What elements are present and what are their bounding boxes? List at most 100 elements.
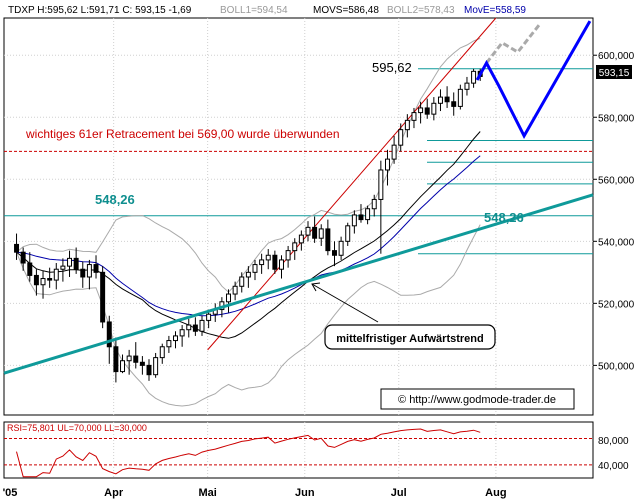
y-tick-label: 500,000 bbox=[598, 361, 634, 372]
level-548-left-label: 548,26 bbox=[95, 192, 135, 207]
x-tick-label: Aug bbox=[485, 487, 506, 499]
candle-body bbox=[73, 257, 79, 270]
candle-body bbox=[206, 313, 212, 321]
candle-body bbox=[279, 259, 284, 270]
candle-body bbox=[245, 271, 251, 278]
copyright-frame bbox=[380, 388, 575, 410]
candle-body bbox=[239, 276, 245, 287]
header-boll1: BOLL1=594,54 bbox=[220, 5, 288, 16]
candle-body bbox=[298, 234, 304, 244]
copyright-text: © http://www.godmode-trader.de bbox=[398, 394, 556, 406]
candle-body bbox=[146, 364, 152, 376]
candle-body bbox=[457, 88, 463, 107]
candle-body bbox=[358, 214, 364, 221]
projection-blue bbox=[475, 20, 592, 140]
candle-body bbox=[351, 214, 357, 227]
candle-body bbox=[14, 243, 20, 253]
bollinger-lower bbox=[16, 224, 481, 407]
header-move: MovE=558,59 bbox=[464, 5, 526, 16]
candle-body bbox=[80, 268, 86, 278]
y-tick-label: 520,000 bbox=[598, 299, 634, 310]
candle-body bbox=[179, 329, 185, 337]
x-tick-label: Jul bbox=[391, 487, 407, 499]
candle-body bbox=[106, 321, 112, 348]
rsi-series bbox=[4, 428, 593, 478]
candle-body bbox=[159, 346, 165, 359]
y-tick-label: 600,000 bbox=[598, 51, 634, 62]
candle-body bbox=[93, 264, 99, 273]
candle-body bbox=[451, 101, 457, 107]
x-axis: '05 Apr Mai Jun Jul Aug bbox=[3, 487, 507, 499]
candle-body bbox=[40, 278, 46, 286]
candle-body bbox=[100, 271, 106, 323]
candle-body bbox=[424, 107, 430, 115]
y-tick-label: 540,000 bbox=[598, 237, 634, 248]
candle-body bbox=[378, 169, 384, 200]
candle-body bbox=[166, 340, 172, 348]
candle-body bbox=[259, 259, 265, 266]
candle-body bbox=[391, 144, 397, 160]
x-tick-label: Mai bbox=[198, 487, 216, 499]
projection bbox=[475, 20, 592, 140]
candle-body bbox=[226, 293, 231, 303]
candle-body bbox=[331, 250, 337, 256]
candle-body bbox=[126, 355, 132, 362]
main-plot-frame bbox=[3, 17, 594, 416]
candle-body bbox=[173, 335, 178, 342]
candle-body bbox=[384, 158, 390, 171]
header-movs: MOVS=586,48 bbox=[313, 5, 379, 16]
trend-callout-text: mittelfristiger Aufwärtstrend bbox=[336, 333, 484, 345]
candles bbox=[14, 68, 483, 383]
ema-line bbox=[16, 155, 481, 317]
channel-upper bbox=[207, 17, 497, 351]
candle-body bbox=[285, 250, 291, 261]
candle-body bbox=[365, 208, 371, 221]
retracement-note: wichtiges 61er Retracement bei 569,00 wu… bbox=[25, 127, 340, 141]
candle-body bbox=[272, 254, 278, 270]
level-595-label: 595,62 bbox=[372, 60, 412, 75]
candle-body bbox=[47, 278, 53, 281]
candle-body bbox=[305, 226, 311, 236]
trend-callout-arrowhead bbox=[311, 282, 321, 292]
candle-body bbox=[325, 228, 331, 252]
candle-body bbox=[338, 240, 344, 256]
candle-body bbox=[471, 70, 477, 84]
candle-body bbox=[398, 129, 404, 146]
candle-body bbox=[120, 360, 126, 373]
candle-body bbox=[312, 226, 318, 239]
candle-body bbox=[292, 242, 298, 252]
trend-callout-arrow bbox=[311, 283, 379, 323]
candle-body bbox=[192, 324, 198, 332]
candle-body bbox=[86, 264, 92, 278]
candle-body bbox=[437, 96, 443, 104]
level-548-right-label: 548,26 bbox=[484, 210, 524, 225]
x-tick-label: '05 bbox=[3, 487, 18, 499]
x-tick-label: Apr bbox=[104, 487, 124, 499]
candle-body bbox=[186, 324, 192, 331]
trend-callout-box bbox=[324, 324, 496, 350]
candle-body bbox=[53, 268, 59, 281]
candle-body bbox=[139, 361, 145, 366]
trend-line-main bbox=[3, 193, 594, 375]
candle-body bbox=[252, 264, 258, 273]
candle-body bbox=[418, 107, 424, 114]
last-price-label: 593,15 bbox=[599, 68, 630, 79]
candle-body bbox=[265, 254, 271, 261]
candle-body bbox=[371, 198, 377, 210]
candle-body bbox=[318, 228, 324, 239]
trend-line bbox=[3, 193, 594, 375]
y-tick-label: 580,000 bbox=[598, 113, 634, 124]
candle-body bbox=[133, 355, 139, 363]
candle-body bbox=[345, 225, 351, 242]
copyright-box: © http://www.godmode-trader.de bbox=[380, 388, 575, 410]
header-boll2: BOLL2=578,43 bbox=[387, 5, 455, 16]
last-price-box bbox=[596, 65, 632, 79]
rsi-tick-80: 80,000 bbox=[598, 436, 629, 447]
rsi-label: RSI=75,801 UL=70,000 LL=30,000 bbox=[7, 423, 147, 433]
projection-gray bbox=[485, 23, 541, 64]
candle-body bbox=[444, 96, 450, 103]
trend-channel bbox=[207, 17, 497, 351]
candle-body bbox=[67, 257, 73, 267]
trend-callout: mittelfristiger Aufwärtstrend bbox=[311, 282, 496, 350]
